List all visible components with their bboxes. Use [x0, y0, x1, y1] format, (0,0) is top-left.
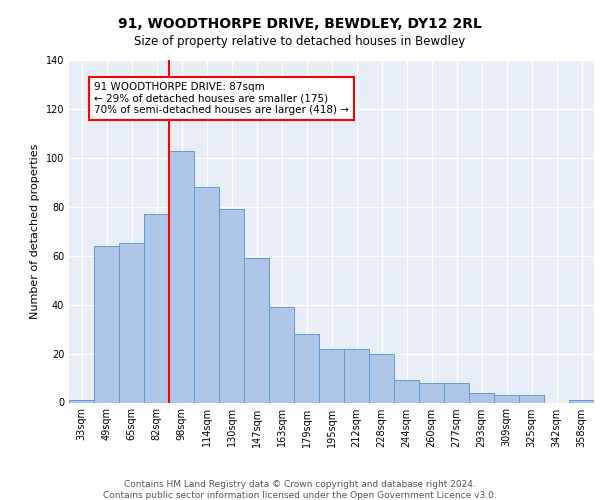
Text: 91, WOODTHORPE DRIVE, BEWDLEY, DY12 2RL: 91, WOODTHORPE DRIVE, BEWDLEY, DY12 2RL [118, 18, 482, 32]
Bar [569, 400, 594, 402]
Bar [444, 383, 469, 402]
Text: 91 WOODTHORPE DRIVE: 87sqm
← 29% of detached houses are smaller (175)
70% of sem: 91 WOODTHORPE DRIVE: 87sqm ← 29% of deta… [94, 82, 349, 115]
Text: Contains HM Land Registry data © Crown copyright and database right 2024.: Contains HM Land Registry data © Crown c… [124, 480, 476, 489]
Bar [269, 307, 294, 402]
Bar [294, 334, 319, 402]
Bar [494, 395, 519, 402]
Bar [194, 187, 219, 402]
Bar [219, 209, 244, 402]
Text: Size of property relative to detached houses in Bewdley: Size of property relative to detached ho… [134, 35, 466, 48]
Bar [69, 400, 94, 402]
Bar [419, 383, 444, 402]
Bar [344, 348, 369, 403]
Bar [519, 395, 544, 402]
Text: Contains public sector information licensed under the Open Government Licence v3: Contains public sector information licen… [103, 491, 497, 500]
Bar [94, 246, 119, 402]
Bar [394, 380, 419, 402]
Bar [169, 150, 194, 402]
Bar [119, 244, 144, 402]
Bar [144, 214, 169, 402]
Y-axis label: Number of detached properties: Number of detached properties [30, 144, 40, 319]
Bar [319, 348, 344, 403]
Bar [244, 258, 269, 402]
Bar [369, 354, 394, 403]
Bar [469, 392, 494, 402]
